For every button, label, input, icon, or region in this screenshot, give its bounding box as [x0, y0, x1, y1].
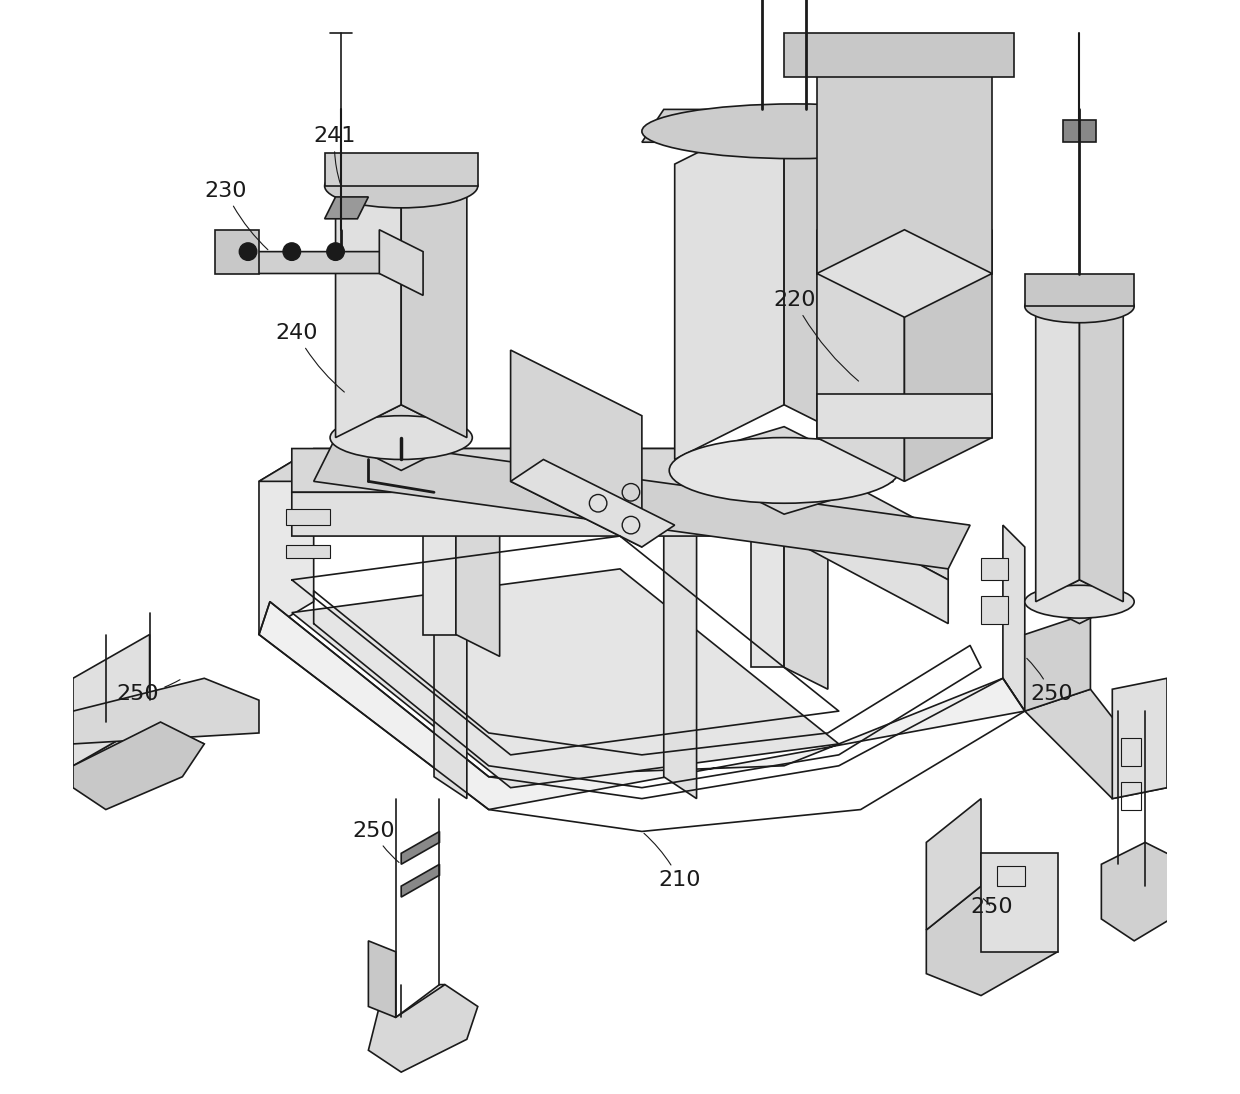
Circle shape: [239, 243, 257, 260]
Text: 250: 250: [117, 679, 180, 705]
Polygon shape: [423, 459, 456, 635]
Ellipse shape: [1024, 585, 1135, 618]
Polygon shape: [784, 109, 894, 459]
Ellipse shape: [1024, 290, 1135, 323]
Polygon shape: [73, 678, 259, 744]
Polygon shape: [291, 449, 949, 580]
Circle shape: [327, 243, 345, 260]
Polygon shape: [402, 164, 466, 438]
Polygon shape: [663, 503, 697, 799]
Polygon shape: [368, 941, 396, 1017]
Ellipse shape: [330, 416, 472, 459]
Polygon shape: [817, 230, 904, 481]
Polygon shape: [1003, 525, 1024, 711]
Polygon shape: [1112, 678, 1167, 799]
Polygon shape: [817, 44, 992, 274]
Bar: [1121, 782, 1141, 810]
Polygon shape: [784, 492, 828, 689]
Polygon shape: [325, 197, 368, 219]
Polygon shape: [291, 492, 949, 624]
Text: 210: 210: [644, 834, 701, 891]
Polygon shape: [784, 33, 1014, 77]
Polygon shape: [216, 230, 259, 274]
Text: 220: 220: [774, 290, 858, 381]
Polygon shape: [1035, 580, 1123, 624]
Polygon shape: [73, 722, 205, 810]
Polygon shape: [675, 427, 894, 514]
Polygon shape: [904, 230, 992, 481]
Polygon shape: [751, 492, 784, 667]
Bar: [981, 596, 1008, 624]
Polygon shape: [402, 864, 439, 897]
Text: 250: 250: [1027, 659, 1073, 705]
Polygon shape: [368, 985, 477, 1072]
Text: 240: 240: [275, 323, 345, 392]
Ellipse shape: [642, 104, 949, 159]
Polygon shape: [259, 449, 784, 481]
Polygon shape: [1024, 274, 1135, 306]
Polygon shape: [926, 799, 981, 930]
Ellipse shape: [670, 438, 899, 503]
Polygon shape: [216, 252, 423, 274]
Text: 250: 250: [352, 820, 399, 862]
Polygon shape: [259, 449, 314, 635]
Text: 250: 250: [970, 897, 1013, 918]
Polygon shape: [511, 459, 675, 547]
Bar: [286, 545, 330, 558]
Polygon shape: [325, 153, 477, 186]
Polygon shape: [402, 831, 439, 864]
Polygon shape: [1063, 120, 1096, 142]
Text: 230: 230: [205, 181, 268, 249]
Polygon shape: [1024, 689, 1167, 799]
Polygon shape: [1101, 842, 1189, 941]
Polygon shape: [396, 985, 445, 1017]
Polygon shape: [379, 230, 423, 295]
Polygon shape: [926, 886, 1058, 996]
Polygon shape: [675, 109, 784, 459]
Polygon shape: [291, 569, 838, 788]
Polygon shape: [1035, 284, 1080, 602]
Circle shape: [283, 243, 300, 260]
Bar: [997, 866, 1024, 886]
Polygon shape: [314, 438, 970, 569]
Polygon shape: [259, 602, 1024, 810]
Ellipse shape: [325, 164, 477, 208]
Polygon shape: [73, 635, 150, 766]
Polygon shape: [1080, 284, 1123, 602]
Polygon shape: [511, 350, 642, 547]
Bar: [1121, 738, 1141, 766]
Polygon shape: [73, 722, 205, 788]
Polygon shape: [817, 394, 992, 438]
Polygon shape: [1024, 613, 1090, 711]
Polygon shape: [336, 405, 466, 470]
Polygon shape: [817, 230, 992, 317]
Bar: [286, 509, 330, 525]
Text: 241: 241: [314, 126, 356, 184]
Polygon shape: [336, 164, 402, 438]
Polygon shape: [642, 109, 949, 142]
Polygon shape: [981, 853, 1058, 952]
Bar: [981, 558, 1008, 580]
Polygon shape: [434, 503, 466, 799]
Polygon shape: [456, 459, 500, 656]
